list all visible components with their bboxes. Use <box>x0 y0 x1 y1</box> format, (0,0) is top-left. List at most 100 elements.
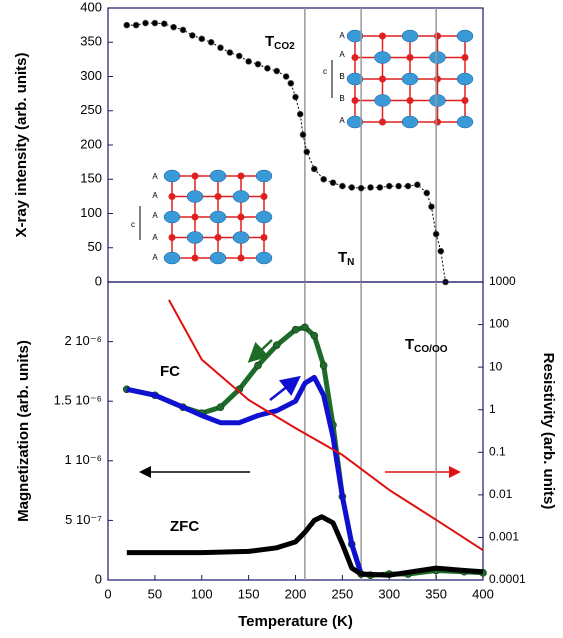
annotation-subscript: CO2 <box>274 41 295 52</box>
data-point <box>296 110 304 118</box>
annotation-text: T <box>265 33 274 50</box>
data-point <box>207 38 215 46</box>
mn-orbital <box>401 115 419 129</box>
inset-label: c <box>323 67 327 76</box>
data-point <box>437 247 445 255</box>
annotation-text: T <box>405 336 414 353</box>
y-tick-label: 2 10⁻⁶ <box>64 333 102 348</box>
data-point <box>432 230 440 238</box>
oxygen <box>191 213 199 221</box>
y-tick-label: 350 <box>80 34 102 49</box>
inset-label: c <box>131 220 135 229</box>
mn-orbital <box>456 115 474 129</box>
mn-orbital <box>456 72 474 86</box>
oxygen <box>379 75 386 83</box>
data-point <box>385 182 393 190</box>
y-tick-label: 300 <box>80 68 102 83</box>
x-tick-label: 300 <box>378 586 400 601</box>
data-point <box>292 93 299 101</box>
inset-label: A <box>339 116 345 125</box>
x-tick-label: 150 <box>238 586 260 601</box>
oxygen <box>214 234 222 241</box>
y-tick-label: 250 <box>80 102 102 117</box>
data-point <box>339 182 346 190</box>
annotation: TCO/OO <box>405 336 448 355</box>
data-point <box>376 184 384 191</box>
x-tick-label: 100 <box>191 586 213 601</box>
oxygen <box>260 234 268 241</box>
data-point <box>132 21 140 29</box>
data-point <box>299 131 307 139</box>
oxygen <box>406 97 414 104</box>
inset-label: B <box>339 72 344 81</box>
data-point <box>291 325 300 334</box>
mn-orbital <box>374 94 391 107</box>
data-point <box>245 58 252 65</box>
y-tick-label: 1 10⁻⁶ <box>64 452 102 467</box>
x-tick-label: 50 <box>148 586 162 601</box>
x-tick-label: 0 <box>104 586 111 601</box>
y2-tick-label: 1000 <box>489 274 516 288</box>
oxygen <box>237 213 245 221</box>
data-point <box>282 73 290 80</box>
oxygen <box>237 254 245 262</box>
data-point <box>423 189 431 197</box>
x-tick-label: 250 <box>332 586 354 601</box>
data-point <box>217 44 224 52</box>
oxygen <box>260 193 268 200</box>
y-tick-label: 200 <box>80 136 102 151</box>
oxygen <box>351 97 359 104</box>
oxygen <box>351 54 359 61</box>
data-point <box>329 179 337 186</box>
data-point <box>395 182 402 190</box>
mn-orbital <box>346 29 364 43</box>
inset-label: A <box>339 50 345 59</box>
y-tick-label: 1.5 10⁻⁶ <box>54 393 102 408</box>
data-point <box>348 184 356 191</box>
mn-orbital <box>186 190 204 203</box>
data-point <box>428 203 435 210</box>
data-point <box>189 32 196 39</box>
annotation-subscript: N <box>347 257 354 268</box>
annotation-text: ZFC <box>170 518 199 535</box>
mn-orbital <box>456 29 474 43</box>
y-axis-label: X-ray intensity (arb. units) <box>13 52 30 237</box>
y-tick-label: 5 10⁻⁷ <box>65 512 102 527</box>
series-line <box>126 22 446 283</box>
y2-tick-label: 0.1 <box>489 444 506 458</box>
data-point <box>303 148 311 156</box>
data-point <box>264 64 271 72</box>
series-line <box>126 374 364 575</box>
mn-orbital <box>374 51 391 64</box>
annotation: ZFC <box>170 518 199 535</box>
mn-orbital <box>232 231 250 244</box>
data-point <box>357 184 365 192</box>
inset-label: A <box>339 31 345 40</box>
data-point <box>226 49 234 56</box>
crystal-inset <box>163 169 273 265</box>
annotation: FC <box>160 363 180 380</box>
annotation-text: T <box>338 249 347 266</box>
oxygen <box>191 254 199 262</box>
mn-orbital <box>346 72 364 86</box>
mn-orbital <box>401 29 419 43</box>
inset-label: A <box>152 253 158 262</box>
plot-frame <box>107 7 484 283</box>
oxygen <box>168 234 176 241</box>
data-point <box>170 23 177 31</box>
data-point <box>414 181 421 189</box>
series-line <box>168 299 484 552</box>
data-point <box>254 361 262 370</box>
y-tick-label: 150 <box>80 171 102 186</box>
oxygen <box>461 97 469 104</box>
annotation: TCO2 <box>265 33 295 52</box>
x-tick-label: 200 <box>285 586 307 601</box>
mn-orbital <box>209 210 227 224</box>
y2-tick-label: 0.0001 <box>489 572 526 586</box>
annotation-subscript: CO/OO <box>414 344 448 355</box>
mn-orbital <box>232 190 250 203</box>
oxygen <box>379 32 386 40</box>
mn-orbital <box>429 51 446 64</box>
inset-label: B <box>339 94 344 103</box>
